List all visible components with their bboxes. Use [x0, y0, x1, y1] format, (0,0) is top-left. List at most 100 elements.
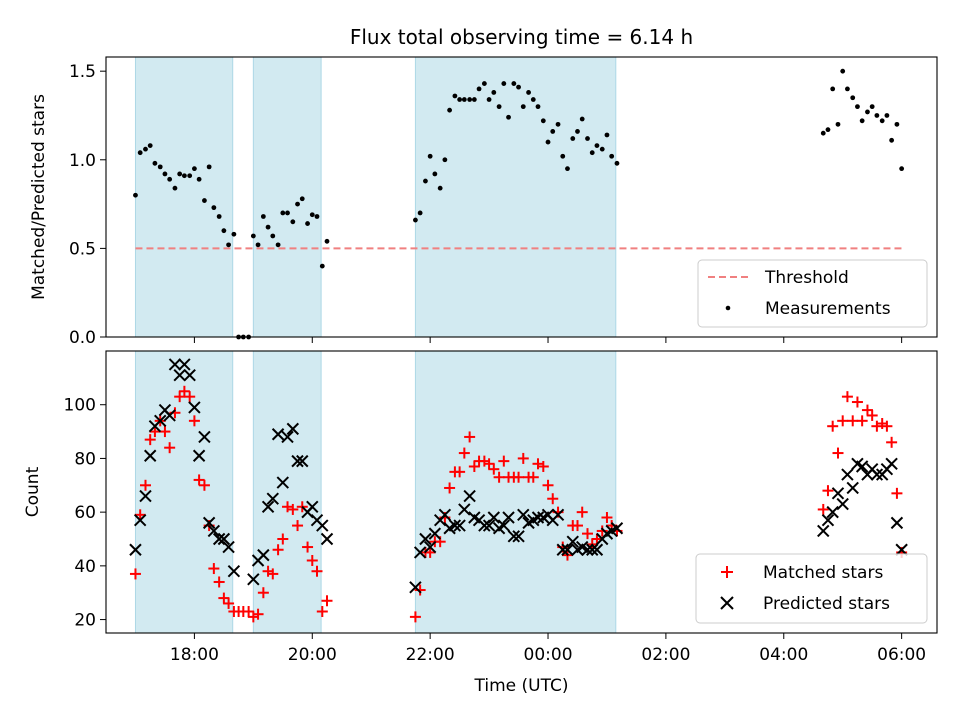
matched-star-point	[213, 576, 225, 588]
measurement-point	[599, 146, 605, 152]
predicted-star-point	[512, 530, 525, 543]
matched-star-point	[488, 463, 500, 475]
matched-star-point	[208, 563, 220, 575]
measurement-point	[530, 97, 536, 102]
legend-measurements-label: Measurements	[765, 299, 891, 319]
predicted-star-point	[133, 513, 147, 527]
measurement-point	[889, 137, 895, 143]
matched-star-point	[891, 487, 903, 499]
measurement-points	[133, 68, 905, 340]
bottom-y-tick-label: 40	[74, 557, 96, 577]
predicted-star-point	[817, 524, 830, 538]
predicted-star-point	[531, 511, 545, 524]
measurement-point	[305, 221, 310, 226]
predicted-star-point	[438, 508, 452, 522]
measurement-point	[299, 196, 305, 202]
matched-star-point	[306, 554, 318, 566]
matched-star-point	[513, 471, 525, 483]
matched-star-point	[861, 404, 873, 416]
measurement-point	[152, 160, 158, 166]
predicted-star-point	[551, 508, 565, 522]
predicted-star-point	[316, 519, 329, 532]
matched-star-point	[483, 458, 495, 470]
x-tick-label: 22:00	[406, 645, 455, 665]
predicted-star-point	[870, 468, 884, 481]
matched-star-point	[591, 533, 603, 545]
matched-star-point	[847, 415, 859, 427]
matched-star-point	[134, 509, 146, 521]
measurement-point	[855, 104, 860, 110]
predicted-star-point	[482, 519, 496, 532]
measurement-point	[167, 176, 173, 182]
legend-measurements-swatch	[725, 305, 731, 311]
predicted-star-point	[222, 540, 235, 554]
top-y-axis: 0.0 0.5 1.0 1.5	[69, 62, 106, 348]
measurement-point	[491, 90, 497, 95]
predicted-star-point	[257, 548, 270, 562]
predicted-star-point	[826, 505, 839, 519]
matched-star-point	[527, 471, 539, 483]
matched-star-point	[454, 466, 466, 478]
x-tick-label: 02:00	[641, 645, 690, 665]
legend-predicted-label: Predicted stars	[763, 594, 890, 614]
matched-star-point	[837, 415, 849, 427]
measurement-point	[270, 233, 276, 239]
predicted-star-point	[188, 401, 201, 414]
top-shaded-interval	[252, 56, 322, 338]
predicted-star-point	[586, 543, 599, 556]
matched-star-point	[267, 568, 279, 580]
bottom-y-tick-label: 20	[74, 611, 96, 631]
predicted-star-point	[202, 516, 216, 530]
matched-star-point	[277, 533, 289, 545]
measurement-point	[884, 113, 890, 118]
top-y-axis-label: Matched/Predicted stars	[29, 94, 49, 300]
predicted-star-point	[428, 527, 442, 540]
bottom-plot-frame	[105, 350, 938, 634]
predicted-star-point	[507, 530, 521, 543]
predicted-star-point	[487, 511, 501, 524]
top-y-tick-label: 0.0	[69, 328, 96, 348]
legend-predicted-swatch	[720, 596, 734, 610]
measurement-point	[614, 160, 620, 166]
x-tick-label: 00:00	[524, 645, 573, 665]
predicted-star-point	[463, 489, 476, 503]
matched-star-point	[571, 520, 583, 532]
matched-star-point	[149, 426, 161, 438]
measurement-point	[319, 263, 325, 269]
x-tick-label: 04:00	[759, 645, 808, 665]
matched-star-point	[311, 565, 323, 577]
predicted-star-point	[423, 540, 437, 554]
matched-star-point	[409, 611, 421, 623]
bottom-y-axis: 20 40 60 80 100	[64, 396, 106, 631]
bottom-shaded-interval	[414, 350, 617, 634]
bottom-y-tick-label: 80	[74, 449, 96, 469]
predicted-star-point	[163, 409, 176, 422]
matched-star-point	[822, 485, 834, 497]
top-shaded-intervals	[134, 56, 617, 338]
measurement-point	[501, 81, 507, 86]
measurement-point	[250, 233, 256, 239]
predicted-star-point	[453, 519, 466, 532]
matched-star-point	[856, 415, 868, 427]
predicted-star-point	[247, 573, 260, 586]
matched-star-point	[159, 426, 171, 438]
top-y-tick-label: 1.5	[69, 62, 96, 82]
matched-star-point	[321, 595, 333, 607]
predicted-star-point	[271, 428, 285, 441]
measurement-point	[447, 107, 452, 113]
matched-star-point	[458, 447, 470, 459]
measurement-point	[295, 201, 300, 207]
matched-star-point	[144, 434, 156, 446]
predicted-star-point	[448, 519, 462, 532]
measurement-point	[172, 185, 178, 191]
measurement-point	[133, 192, 138, 198]
measurement-point	[516, 84, 521, 90]
matched-star-point	[817, 503, 829, 515]
predicted-star-point	[320, 532, 334, 546]
predicted-star-point	[296, 454, 309, 468]
matched-star-point	[468, 460, 480, 472]
measurement-point	[555, 121, 561, 127]
matched-star-point	[841, 391, 853, 403]
predicted-star-point	[281, 430, 294, 444]
